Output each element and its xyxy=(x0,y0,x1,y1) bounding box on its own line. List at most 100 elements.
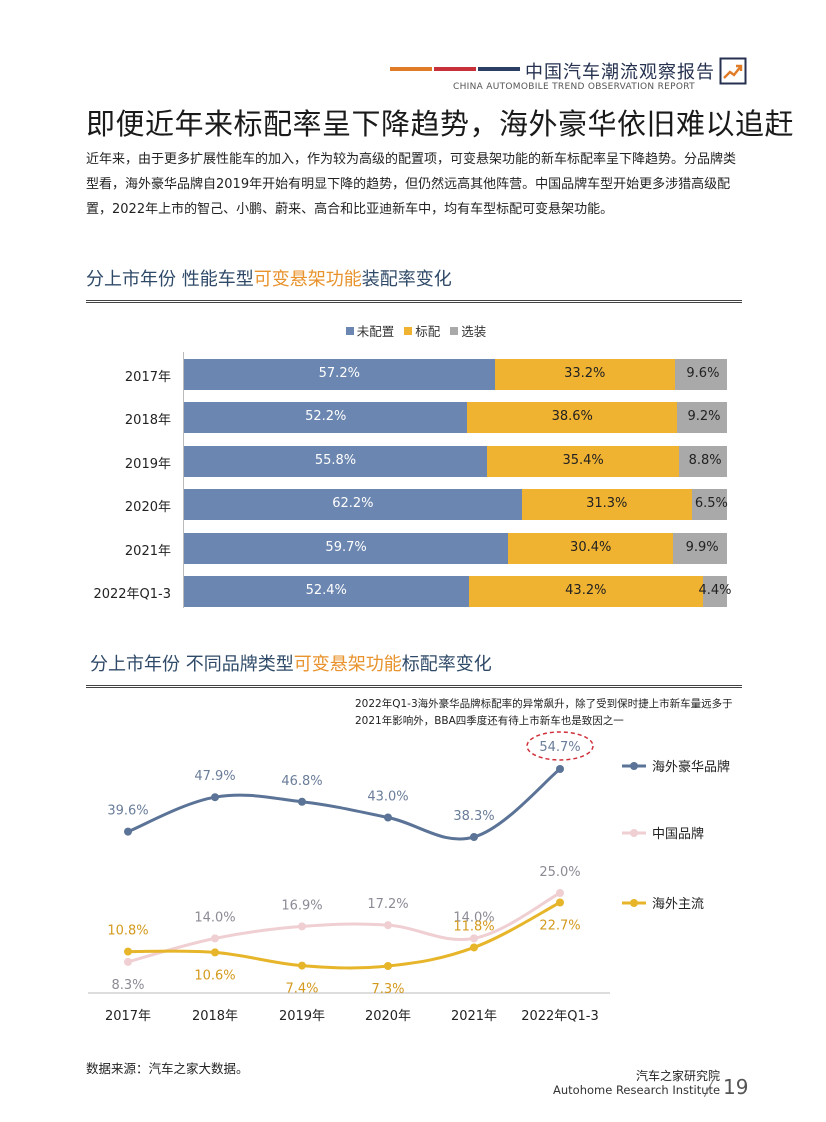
bar-value-label: 33.2% xyxy=(564,366,606,381)
data-point xyxy=(556,889,564,897)
data-point xyxy=(470,833,478,841)
highlight-data-label: 54.7% xyxy=(539,740,580,755)
bar-segment xyxy=(184,489,522,521)
data-label: 11.8% xyxy=(453,919,494,934)
data-label: 39.6% xyxy=(107,804,148,819)
bar-value-label: 31.3% xyxy=(586,496,628,512)
header-bar-red xyxy=(434,67,476,71)
data-point xyxy=(556,765,564,773)
bar-value-label: 9.6% xyxy=(686,366,720,381)
data-point xyxy=(384,962,392,970)
bar-value-label: 59.7% xyxy=(325,539,367,555)
section1-title-pre: 分上市年份 性能车型 xyxy=(86,269,254,290)
data-label: 47.9% xyxy=(194,769,235,784)
x-tick-label: 2019年 xyxy=(279,1009,325,1024)
bar-chart-axis xyxy=(183,352,184,608)
bar-value-label: 57.2% xyxy=(318,366,360,381)
bar-value-label: 30.4% xyxy=(570,539,612,555)
bar-value-label: 52.2% xyxy=(305,409,347,425)
data-label: 16.9% xyxy=(281,898,322,913)
bar-value-label: 38.6% xyxy=(551,409,593,425)
series-line xyxy=(127,901,561,970)
data-point xyxy=(211,948,219,957)
data-point xyxy=(470,943,478,952)
data-point xyxy=(298,922,306,931)
bar-value-label: 4.4% xyxy=(698,583,732,598)
bar-segment xyxy=(508,532,674,564)
bar-category-label: 2018年 xyxy=(124,413,171,429)
x-tick-label: 2020年 xyxy=(365,1009,411,1024)
x-tick-label: 2021年 xyxy=(451,1009,497,1024)
bar-segment xyxy=(486,445,680,477)
highlight-ellipse xyxy=(526,731,594,761)
bar-category-label: 2019年 xyxy=(124,456,171,472)
legend-swatch-unconfigured xyxy=(345,327,354,335)
bar-category-label: 2022年Q1-3 xyxy=(93,587,171,602)
bar-value-label: 62.2% xyxy=(332,496,374,512)
legend-label: 中国品牌 xyxy=(652,826,704,842)
bar-value-label: 9.2% xyxy=(687,409,721,425)
bar-segment xyxy=(673,532,727,564)
bar-value-label: 55.8% xyxy=(314,452,357,468)
data-label: 14.0% xyxy=(453,910,494,925)
section2-title-post: 标配率变化 xyxy=(401,654,492,675)
data-label: 43.0% xyxy=(367,790,408,805)
data-point xyxy=(211,793,219,802)
bar-value-label: 6.5% xyxy=(694,496,728,512)
header-bar-navy xyxy=(478,67,520,71)
bar-segment xyxy=(521,489,692,521)
data-point xyxy=(298,961,306,970)
section1-title-post: 装配率变化 xyxy=(361,269,452,290)
data-source: 数据来源：汽车之家大数据。 xyxy=(86,1061,249,1076)
legend-marker xyxy=(630,762,638,770)
footer-org-cn: 汽车之家研究院 xyxy=(636,1069,721,1083)
bar-segment xyxy=(467,402,678,434)
data-label: 46.8% xyxy=(281,774,322,789)
data-point xyxy=(211,934,219,943)
bar-segment xyxy=(674,359,727,390)
section1-title-highlight: 可变悬架功能 xyxy=(253,269,362,290)
x-tick-label: 2022年Q1-3 xyxy=(521,1009,599,1024)
legend-swatch-optional xyxy=(450,327,459,335)
data-point xyxy=(124,947,132,956)
data-label: 10.8% xyxy=(107,924,148,939)
data-point xyxy=(556,898,564,907)
data-point xyxy=(124,827,132,836)
section2-title-pre: 分上市年份 不同品牌类型 xyxy=(90,654,294,675)
data-label: 7.4% xyxy=(285,982,318,997)
bar-segment xyxy=(703,576,727,607)
bar-value-label: 8.8% xyxy=(688,452,722,468)
header-bar-orange xyxy=(390,67,432,71)
bar-value-label: 43.2% xyxy=(565,583,607,598)
data-label: 22.7% xyxy=(539,918,580,933)
trend-chart-icon xyxy=(719,57,747,85)
bar-category-label: 2017年 xyxy=(124,370,171,385)
data-label: 25.0% xyxy=(539,865,580,880)
data-point xyxy=(470,934,478,943)
bar-segment xyxy=(468,576,704,607)
bar-segment xyxy=(184,359,495,390)
footer-org-en: Autohome Research Institute xyxy=(553,1083,721,1097)
bar-value-label: 9.9% xyxy=(685,539,719,555)
data-label: 38.3% xyxy=(453,809,494,824)
x-tick-label: 2018年 xyxy=(192,1009,238,1024)
bar-category-label: 2021年 xyxy=(124,543,171,559)
bar-segment xyxy=(691,489,727,521)
chart-annotation: 2022年Q1-3海外豪华品牌标配率的异常飙升，除了受到保时捷上市新车量远多于2… xyxy=(355,698,733,727)
data-point xyxy=(124,957,132,966)
series-line xyxy=(127,767,561,841)
section1-title: 分上市年份 性能车型可变悬架功能装配率变化 xyxy=(86,265,452,291)
bar-segment xyxy=(677,402,727,434)
data-label: 10.6% xyxy=(194,968,235,983)
legend-marker xyxy=(630,899,638,907)
legend-label-optional: 选装 xyxy=(461,324,487,339)
page-number: 19 xyxy=(723,1075,749,1099)
bar-segment xyxy=(184,445,487,477)
bar-value-label: 35.4% xyxy=(562,452,604,468)
x-tick-label: 2017年 xyxy=(105,1009,151,1024)
page-headline: 即便近年来标配率呈下降趋势，海外豪华依旧难以追赶 xyxy=(86,107,795,141)
bar-segment xyxy=(494,359,675,390)
legend-swatch-standard xyxy=(404,327,413,335)
bar-segment xyxy=(184,532,509,564)
